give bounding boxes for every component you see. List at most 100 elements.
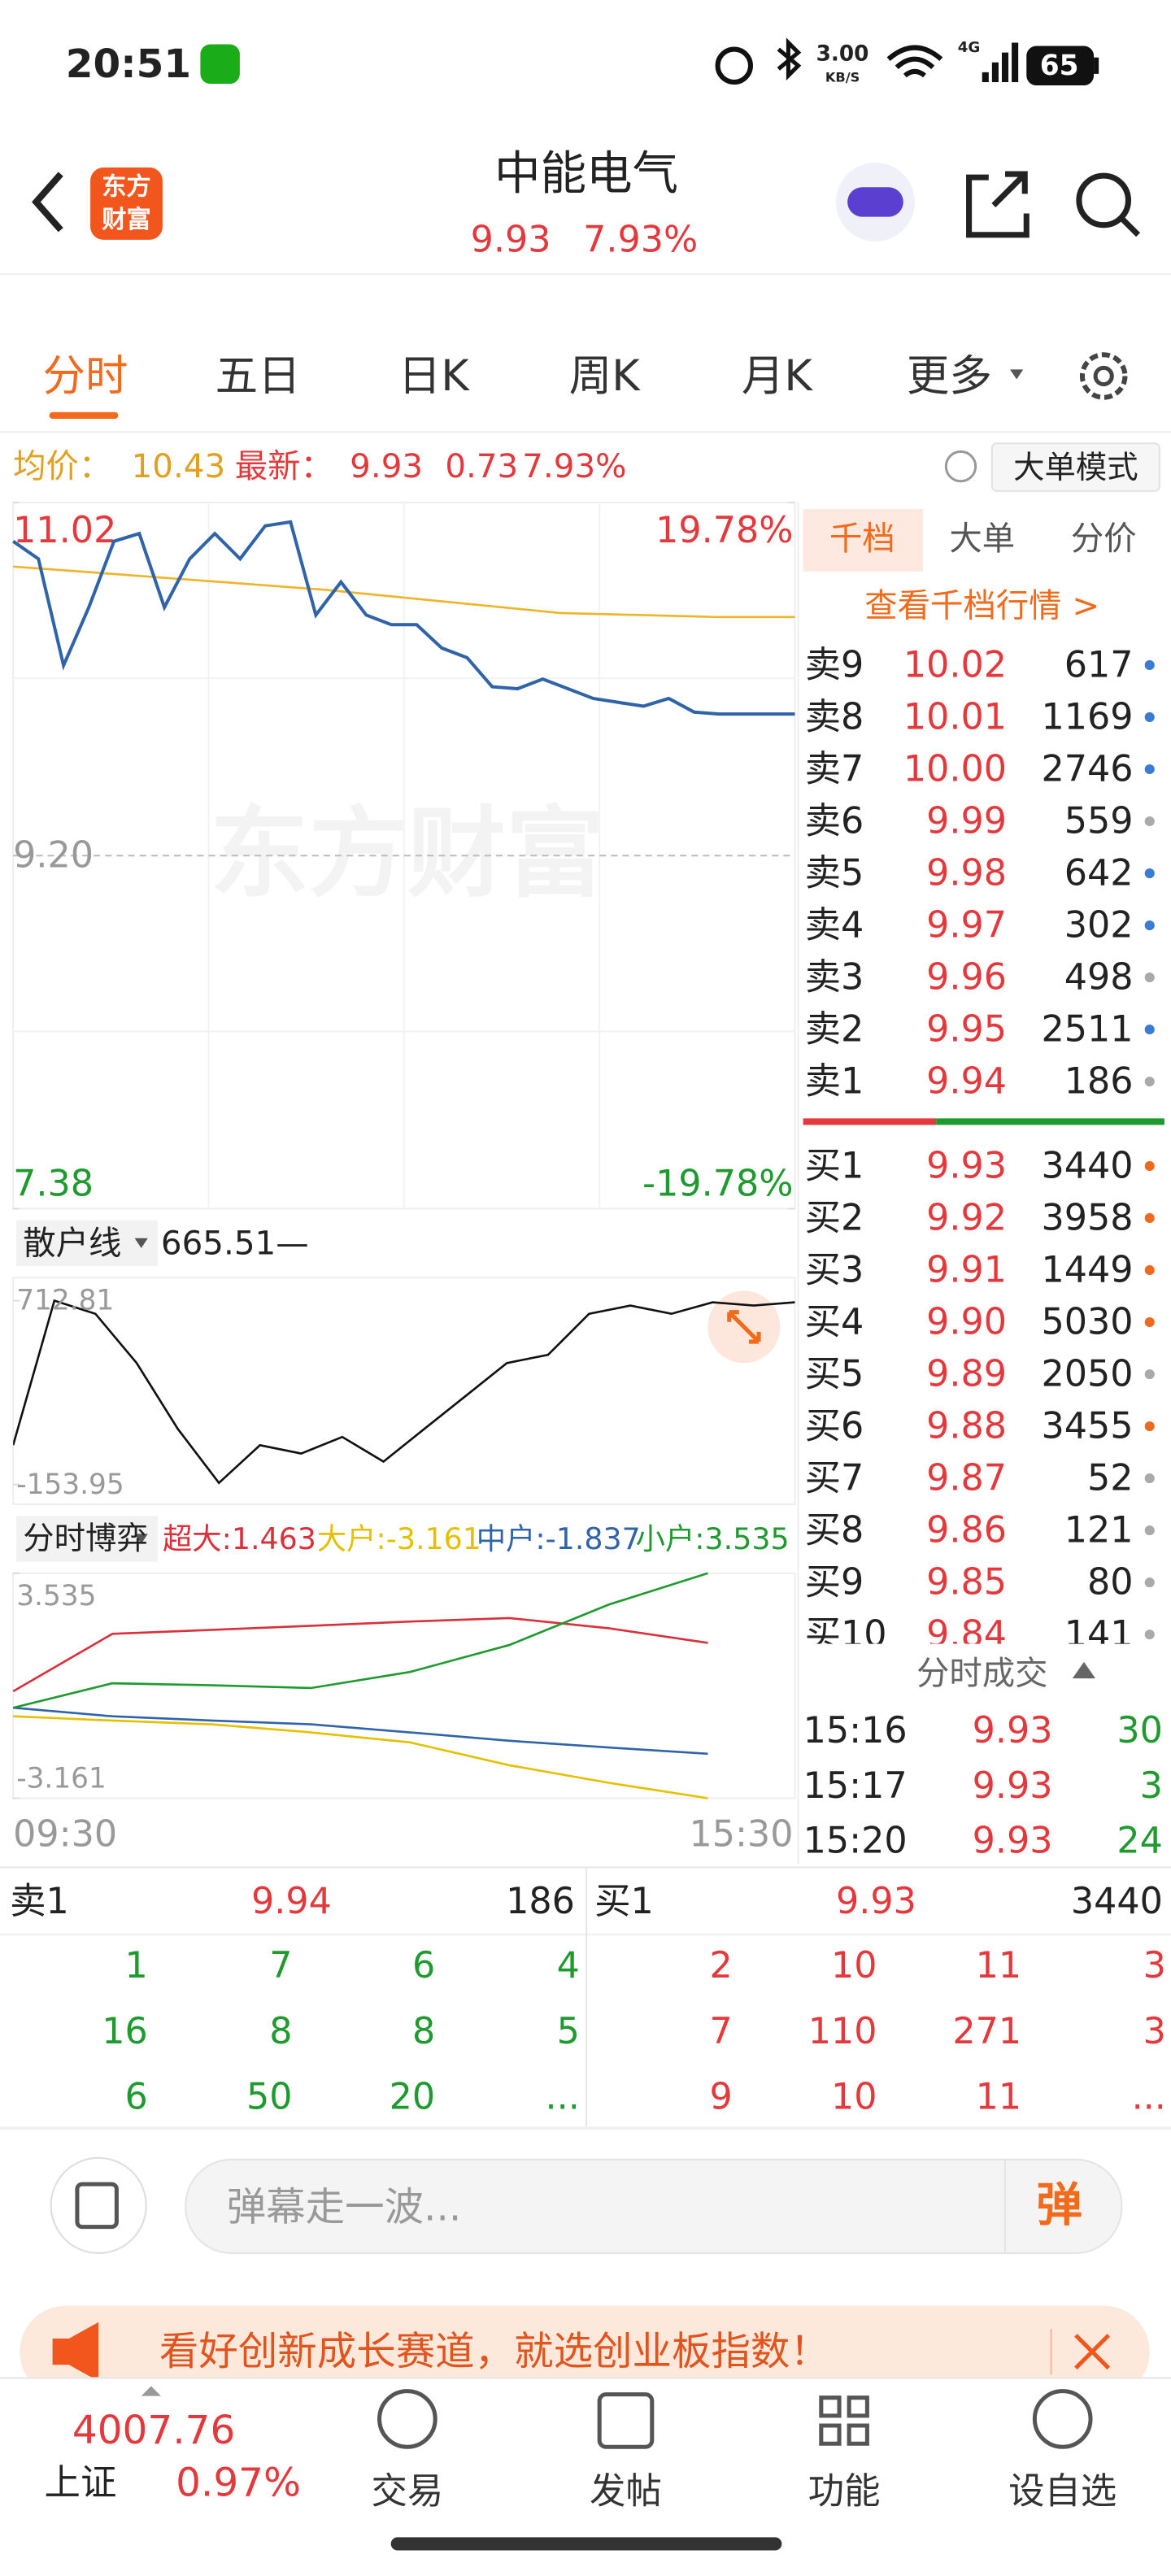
selector-bg[interactable] [16,1220,158,1267]
book-tab-active[interactable] [803,509,924,572]
mode-button-bg[interactable] [990,442,1160,492]
back-button[interactable] [32,172,63,233]
tab[interactable]: 日K [398,351,470,401]
chart-selector[interactable]: 分时博弈 [23,1521,147,1557]
trades-caret [1072,1661,1096,1679]
search-button[interactable] [1076,172,1132,228]
book-volume: 2511 [1041,1009,1133,1051]
book-label: 卖4 [805,905,864,946]
nav-icon [819,2395,869,2446]
book-dot [1144,1025,1155,1035]
y-tick-label: 11.02 [13,510,116,551]
selector-caret [134,1534,148,1544]
legend-entry: 小户:3.535 [636,1521,790,1556]
wechat-icon [200,44,240,85]
book-dot [1144,1160,1155,1171]
avg-label: 均价： [13,447,111,485]
trade-time: 15:17 [803,1765,908,1807]
book-volume: 80 [1087,1562,1134,1603]
chart-selector[interactable]: 散户线 [23,1224,121,1262]
queue-volume: 186 [506,1881,575,1922]
book-dot [1144,711,1155,723]
avatar-face [847,187,903,217]
ad-text[interactable]: 看好创新成长赛道，就选创业板指数！ [159,2329,829,2374]
book-label: 买9 [805,1562,864,1603]
selector-bg[interactable] [16,1516,158,1562]
ad-close[interactable] [1074,2334,1111,2370]
index-value[interactable]: 4007.76 [72,2408,235,2453]
nav-item[interactable]: 发帖 [590,2470,662,2512]
book-label: 卖6 [805,801,864,842]
tab-indicator [49,411,119,420]
comment-input[interactable] [185,2158,1123,2254]
trade-price: 9.93 [973,1710,1053,1751]
tab[interactable]: 月K [742,351,814,401]
danmaku-button[interactable]: 弹 [1036,2179,1082,2232]
queue-order: 7 [269,1945,292,1986]
book-price: 9.91 [926,1249,1007,1290]
queue-label: 卖1 [10,1881,69,1922]
book-price: 9.86 [926,1510,1007,1551]
mode-button[interactable]: 大单模式 [1013,450,1138,486]
latest-value: 9.93 [350,447,423,485]
queue-order: 271 [952,2011,1021,2052]
network-type: 4G [958,39,981,56]
book-label: 买6 [805,1406,864,1447]
wifi-icon [886,45,943,78]
queue-order: 3 [1143,2011,1166,2052]
book-tab[interactable]: 分价 [1071,520,1137,558]
y-tick-label: 9.20 [13,835,94,877]
stock-name: 中能电气 [494,148,678,201]
x-tick-label: 09:30 [13,1813,117,1855]
tab[interactable]: 周K [569,351,642,401]
book-price: 9.92 [926,1197,1007,1238]
avg-value: 10.43 [132,447,226,485]
more-caret [1010,369,1024,380]
queue-order: 8 [412,2011,435,2052]
tab[interactable]: 更多 [907,351,992,401]
nav-item[interactable]: 功能 [808,2470,881,2512]
y-tick-label: -153.95 [16,1469,124,1501]
legend-entry: 大户:-3.161 [317,1521,481,1556]
logo-text: 财富 [102,205,151,234]
share-button[interactable] [966,171,1030,238]
help-icon[interactable] [944,450,977,483]
nav-icon [1032,2389,1093,2449]
queue-order: 50 [246,2077,293,2118]
book-price: 9.95 [926,1009,1007,1051]
book-tab[interactable]: 大单 [949,520,1015,558]
book-label: 卖8 [805,696,864,738]
tab[interactable]: 五日 [215,351,301,401]
flow-line [13,1715,708,1799]
comment-placeholder[interactable]: 弹幕走一波... [227,2184,462,2230]
queue-order: 3 [1143,1945,1166,1986]
chart-frame [12,1277,796,1505]
nav-item[interactable]: 交易 [371,2470,443,2512]
ad-banner[interactable] [20,2305,1150,2398]
book-volume: 52 [1087,1458,1134,1499]
nav-item[interactable]: 设自选 [1008,2470,1117,2512]
latest-label: 最新： [235,447,333,485]
stock-price: 9.93 [471,219,551,260]
book-link[interactable]: 查看千档行情 > [864,587,1099,625]
index-name: 上证 [45,2462,117,2504]
legend-entry: 超大:1.463 [163,1521,316,1556]
queue-order: 11 [976,2077,1022,2118]
book-dot [1144,1421,1155,1432]
tab[interactable]: 分时 [43,351,128,401]
book-label: 卖7 [805,748,864,790]
book-tab[interactable]: 千档 [829,520,895,558]
comment-icon[interactable] [50,2156,147,2254]
price-line [12,520,795,716]
queue-order: 20 [390,2077,436,2118]
settings-button[interactable] [1079,352,1128,400]
flow-line [12,1572,708,1709]
queue-price: 9.93 [836,1881,916,1922]
book-price: 9.88 [926,1406,1007,1447]
queue-order: 6 [412,1945,435,1986]
book-price: 10.01 [903,696,1007,738]
book-price: 9.93 [926,1145,1007,1186]
book-label: 卖2 [805,1009,864,1051]
book-label: 买10 [805,1614,887,1656]
